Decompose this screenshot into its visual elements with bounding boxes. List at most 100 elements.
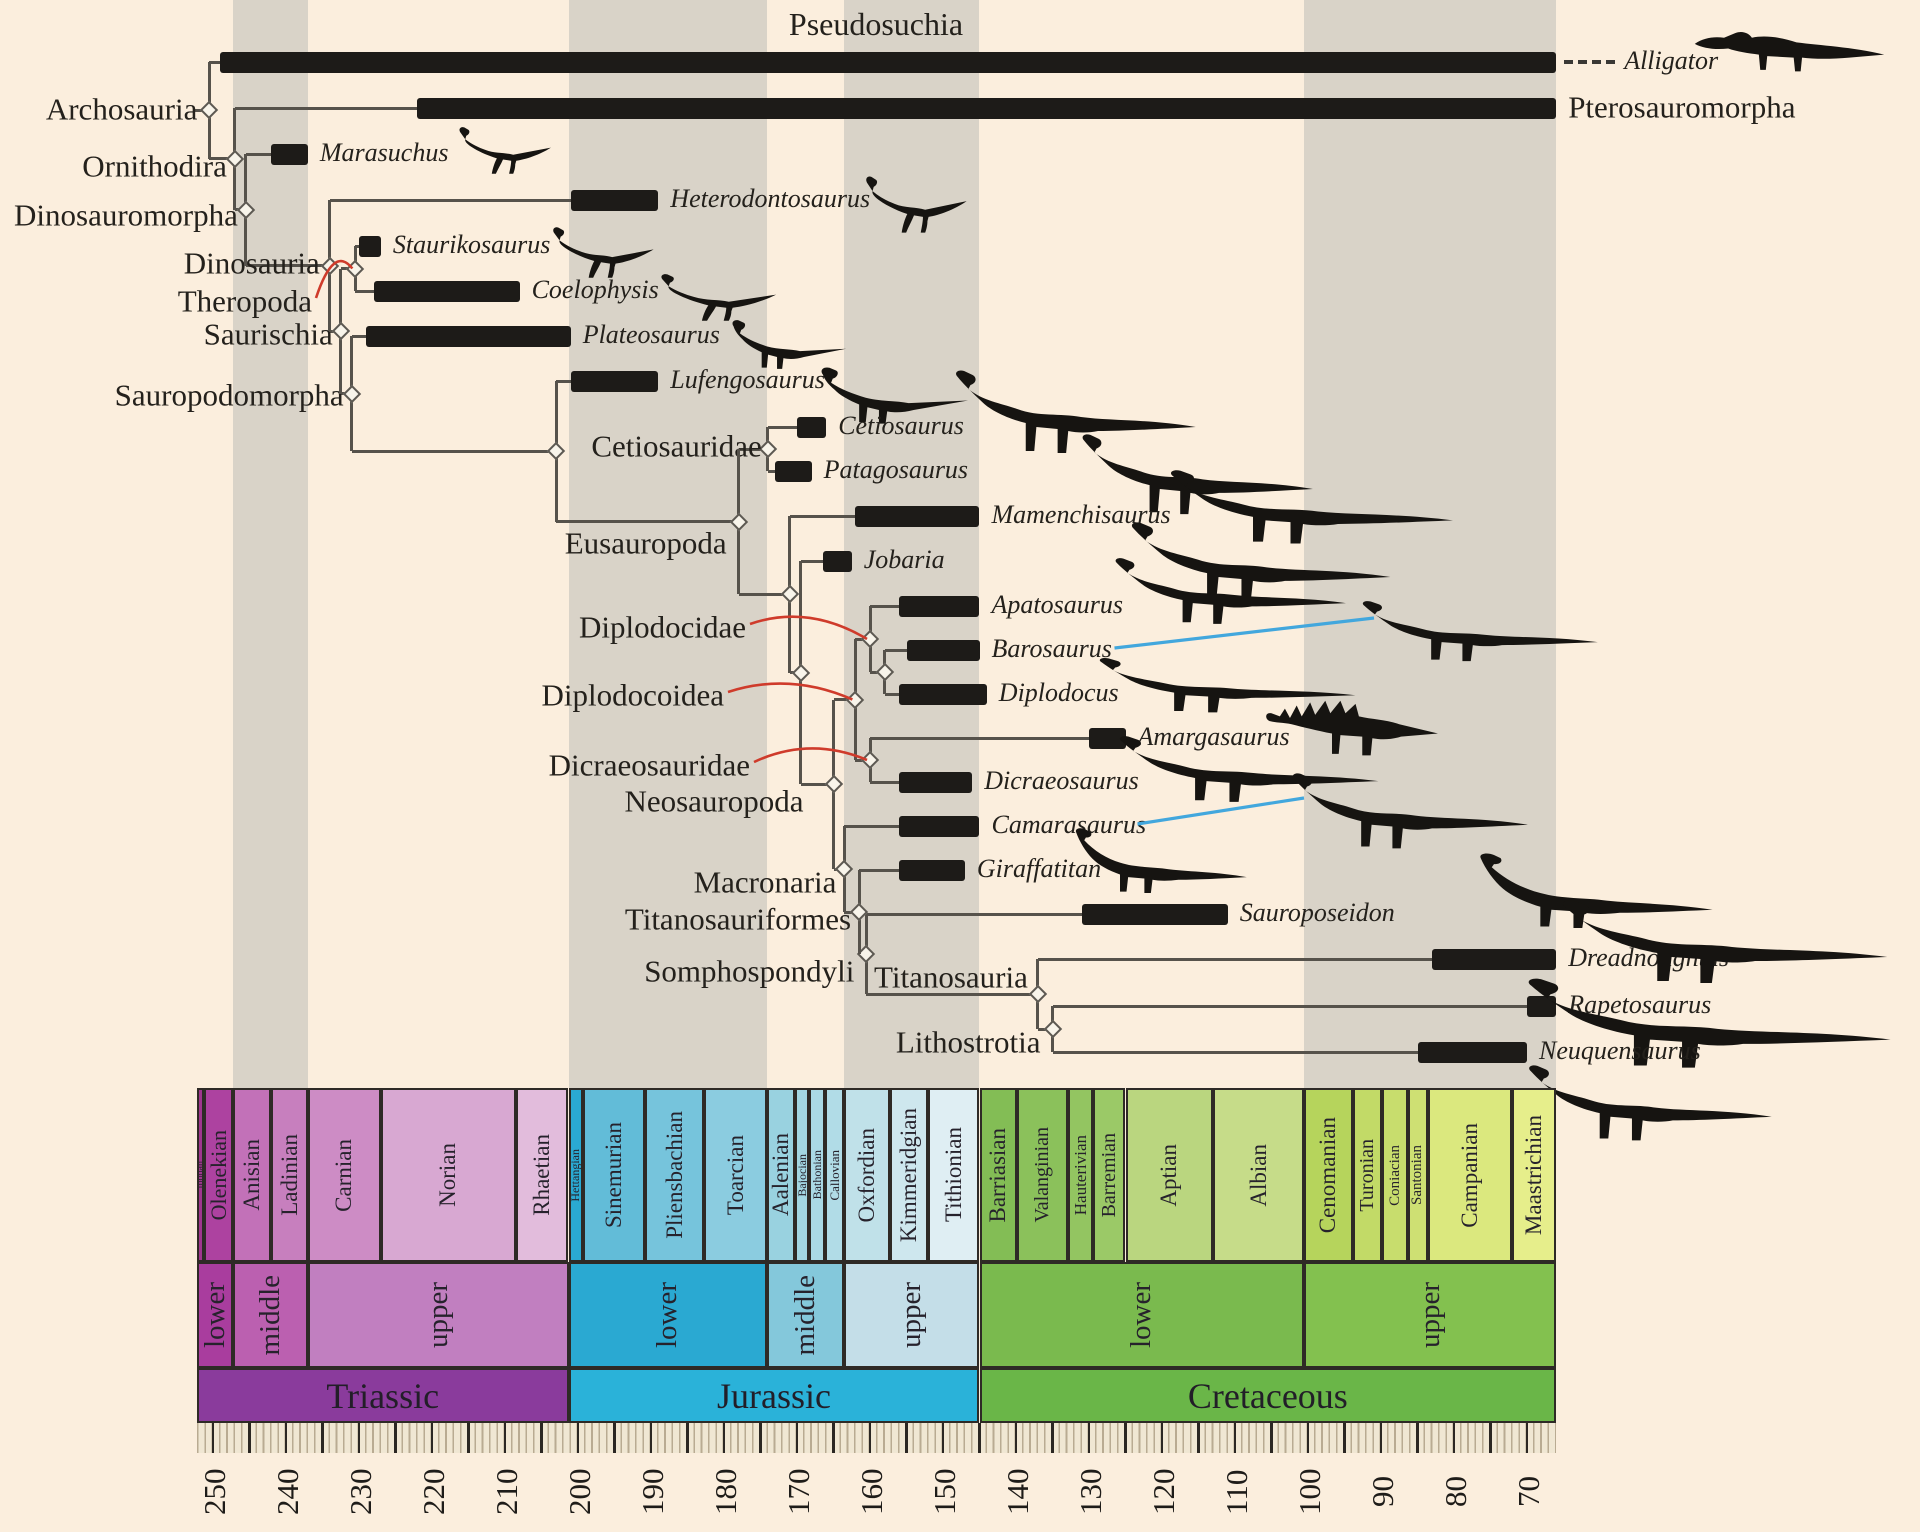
stage-label-barremian: Barremian — [1097, 1132, 1120, 1218]
branch-pterosauromorpha — [234, 106, 420, 110]
series-label-upper: upper — [895, 1281, 928, 1349]
stage-cell-maastrichian: Maastrichian — [1511, 1088, 1557, 1262]
axis-label-180: 180 — [708, 1468, 743, 1516]
axis-tick-220 — [430, 1423, 434, 1453]
series-cell-upper: upper — [307, 1262, 569, 1368]
stage-label-sinemurian: Sinemurian — [601, 1121, 627, 1229]
taxon-bar-dicraeosaurus — [899, 771, 973, 793]
clade-label-macronaria: Macronaria — [693, 864, 837, 900]
taxon-label-amargasaurus: Amargasaurus — [1137, 721, 1290, 751]
axis-tick-115 — [1197, 1423, 1200, 1453]
taxon-label-jobaria: Jobaria — [863, 544, 945, 574]
node-diamond-neosauropoda — [824, 775, 843, 794]
stage-label-kimmeridgian: Kimmeridgian — [895, 1107, 921, 1243]
axis-tick-130 — [1087, 1423, 1091, 1453]
clade-label-somphospondyli: Somphospondyli — [644, 953, 855, 989]
stage-label-olenekian: Olenekian — [205, 1129, 231, 1221]
taxon-bar-sauroposeidon — [1081, 903, 1228, 925]
stage-cell-cenomanian: Cenomanian — [1304, 1088, 1353, 1262]
axis-tick-120 — [1160, 1423, 1164, 1453]
extant-dash — [1606, 60, 1616, 64]
stage-cell-anisian: Anisian — [233, 1088, 272, 1262]
node-diamond-sauropoda — [546, 442, 566, 461]
branch-dicraeosaurus — [870, 780, 902, 784]
series-label-lower: lower — [651, 1281, 684, 1349]
stage-cell-albian: Albian — [1213, 1088, 1305, 1262]
period-label-cretaceous: Cretaceous — [1187, 1375, 1348, 1416]
axis-tick-250 — [211, 1423, 215, 1453]
taxon-bar-jobaria — [822, 550, 852, 572]
stage-cell-oxfordian: Oxfordian — [844, 1088, 890, 1262]
axis-tick-125 — [1124, 1423, 1127, 1453]
axis-tick-180 — [722, 1423, 726, 1453]
series-cell-middle: middle — [767, 1262, 845, 1368]
series-label-lower: lower — [1125, 1281, 1158, 1349]
stage-cell-rhaetian: Rhaetian — [515, 1088, 569, 1262]
stage-label-barriasian: Barriasian — [985, 1127, 1011, 1223]
epoch-band-lower-jurassic — [568, 0, 768, 1088]
axis-tick-155 — [905, 1423, 908, 1453]
taxon-label-coelophysis: Coelophysis — [531, 274, 659, 304]
node-diamond-saurischia — [331, 321, 350, 341]
series-label-middle: middle — [789, 1274, 822, 1356]
axis-label-230: 230 — [343, 1468, 378, 1516]
taxon-label-heterodontosaurus: Heterodontosaurus — [670, 183, 871, 213]
branch-rapetosaurus — [1052, 1004, 1529, 1008]
axis-label-140: 140 — [1000, 1468, 1035, 1516]
taxon-bar-pterosauromorpha — [417, 97, 1557, 119]
series-label-lower: lower — [198, 1281, 231, 1349]
axis-tick-75 — [1489, 1423, 1492, 1453]
silhouette-staurikosaurus — [553, 227, 654, 278]
stage-cell-aptian: Aptian — [1125, 1088, 1214, 1262]
clade-stem-ornithodira — [209, 157, 235, 161]
silhouette-plateosaurus — [732, 320, 847, 369]
axis-tick-245 — [248, 1423, 251, 1453]
taxon-bar-amargasaurus — [1089, 727, 1126, 749]
clade-label-cetiosauridae: Cetiosauridae — [591, 428, 762, 464]
taxon-label-plateosaurus: Plateosaurus — [582, 319, 720, 349]
axis-label-150: 150 — [927, 1468, 962, 1516]
clade-stem-neosauropoda — [800, 782, 834, 786]
silhouette-coelophysis — [661, 274, 777, 321]
taxon-label-rapetosaurus: Rapetosaurus — [1568, 989, 1712, 1019]
axis-tick-90 — [1379, 1423, 1383, 1453]
stage-label-aalenian: Aalenian — [767, 1133, 793, 1217]
extant-dash — [1564, 60, 1574, 64]
branch-patagosaurus — [767, 469, 778, 473]
clade-label-dicraeosauridae: Dicraeosauridae — [548, 747, 750, 783]
period-cell-cretaceous: Cretaceous — [979, 1368, 1557, 1423]
series-cell-lower: lower — [568, 1262, 768, 1368]
taxon-bar-barosaurus — [906, 639, 980, 661]
series-cell-middle: middle — [233, 1262, 308, 1368]
stage-cell-hettangian: Hettangian — [568, 1088, 584, 1262]
taxon-label-cetiosaurus: Cetiosaurus — [838, 410, 964, 440]
axis-label-170: 170 — [781, 1468, 816, 1516]
branch-diplodocus — [884, 692, 902, 696]
axis-tick-110 — [1233, 1423, 1237, 1453]
series-cell-lower: lower — [196, 1262, 234, 1368]
stage-label-campanian: Campanian — [1456, 1122, 1482, 1228]
taxon-label-diplodocus: Diplodocus — [998, 677, 1119, 707]
stage-cell-santonian: Santonian — [1408, 1088, 1428, 1262]
taxon-label-lufengosaurus: Lufengosaurus — [670, 364, 825, 394]
node-diamond-archosauria — [200, 101, 219, 120]
clade-label-saurischia: Saurischia — [203, 316, 333, 352]
axis-tick-140 — [1014, 1423, 1018, 1453]
axis-tick-240 — [284, 1423, 288, 1453]
stage-cell-barremian: Barremian — [1093, 1088, 1126, 1262]
stage-label-callovian: Callovian — [826, 1149, 842, 1201]
taxon-label-sauroposeidon: Sauroposeidon — [1239, 897, 1395, 927]
branch-pseudosuchia — [209, 60, 223, 64]
stage-cell-carnian: Carnian — [307, 1088, 381, 1262]
axis-label-200: 200 — [562, 1468, 597, 1516]
branch-heterodontosaurus — [329, 198, 573, 202]
stage-label-aptian: Aptian — [1156, 1143, 1182, 1207]
taxon-bar-heterodontosaurus — [570, 189, 659, 211]
tip-label-alligator: Alligator — [1624, 45, 1719, 75]
axis-tick-225 — [394, 1423, 397, 1453]
axis-tick-235 — [321, 1423, 324, 1453]
axis-tick-165 — [832, 1423, 835, 1453]
axis-tick-85 — [1416, 1423, 1419, 1453]
stage-cell-bathonian: Bathonian — [809, 1088, 826, 1262]
